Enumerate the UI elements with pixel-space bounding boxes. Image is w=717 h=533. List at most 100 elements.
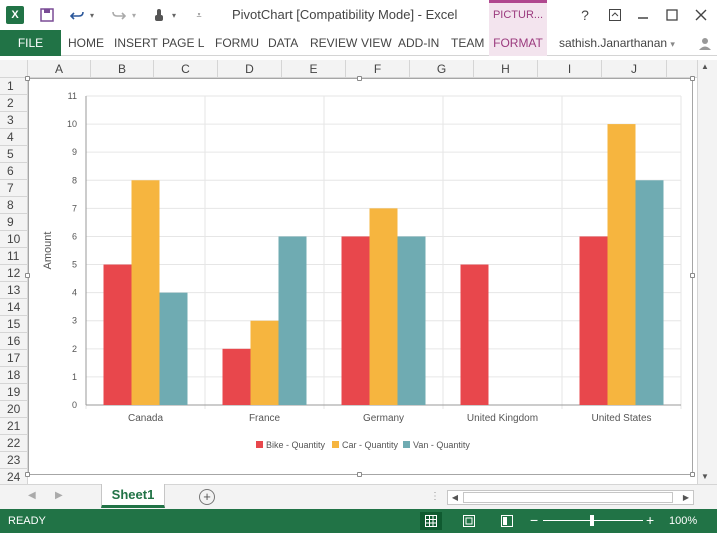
tab-page-layout[interactable]: PAGE L <box>162 36 205 50</box>
y-tick-label: 5 <box>72 260 77 270</box>
maximize-icon[interactable] <box>657 0 687 30</box>
splitter-handle-icon[interactable]: ⋮ <box>430 491 440 502</box>
prev-sheet-icon[interactable]: ◀ <box>28 490 36 501</box>
tab-home[interactable]: HOME <box>68 36 104 50</box>
undo-icon[interactable] <box>66 4 88 26</box>
zoom-in-icon[interactable]: + <box>646 512 655 528</box>
bar-van-canada <box>159 292 188 405</box>
row-header-11[interactable]: 11 <box>0 248 28 265</box>
tab-review[interactable]: REVIEW <box>310 36 358 50</box>
add-sheet-icon[interactable]: + <box>199 489 215 505</box>
resize-handle-right[interactable] <box>690 273 695 278</box>
row-header-5[interactable]: 5 <box>0 146 28 163</box>
sheet-tab-sheet1[interactable]: Sheet1 <box>101 484 165 508</box>
redo-dropdown-icon[interactable]: ▾ <box>131 10 136 20</box>
resize-handle-bottom[interactable] <box>357 472 362 477</box>
column-header-h[interactable]: H <box>474 60 538 78</box>
resize-handle-bottom-left[interactable] <box>25 472 30 477</box>
row-header-3[interactable]: 3 <box>0 112 28 129</box>
column-header-f[interactable]: F <box>346 60 410 78</box>
y-tick-label: 10 <box>67 119 77 129</box>
row-header-23[interactable]: 23 <box>0 452 28 469</box>
help-icon[interactable]: ? <box>581 7 589 23</box>
y-tick-label: 0 <box>72 400 77 410</box>
scroll-up-icon[interactable]: ▲ <box>701 62 709 71</box>
horizontal-scrollbar[interactable]: ◀ ▶ <box>447 490 694 505</box>
tab-team[interactable]: TEAM <box>451 36 485 50</box>
scroll-down-icon[interactable]: ▼ <box>701 472 709 481</box>
excel-app-icon[interactable]: X <box>6 6 24 24</box>
zoom-slider[interactable] <box>543 515 643 526</box>
tab-add-ins[interactable]: ADD-IN <box>398 36 440 50</box>
page-layout-view-icon[interactable] <box>458 512 480 530</box>
row-header-13[interactable]: 13 <box>0 282 28 299</box>
bar-bike-united-states <box>579 236 608 405</box>
row-header-7[interactable]: 7 <box>0 180 28 197</box>
bar-car-france <box>250 320 279 405</box>
select-all-corner[interactable] <box>0 60 28 78</box>
legend-label: Van - Quantity <box>413 440 470 450</box>
user-avatar[interactable] <box>698 36 712 50</box>
row-header-4[interactable]: 4 <box>0 129 28 146</box>
resize-handle-top-left[interactable] <box>25 76 30 81</box>
chart-svg: 0 1 2 3 4 5 6 7 8 9 10 11 Canada France Germany United … <box>42 91 682 450</box>
ribbon-display-options-icon[interactable] <box>600 0 630 30</box>
scroll-left-icon[interactable]: ◀ <box>451 493 459 502</box>
column-header-c[interactable]: C <box>154 60 218 78</box>
normal-view-icon[interactable] <box>420 512 442 530</box>
tab-data[interactable]: DATA <box>268 36 299 50</box>
row-header-2[interactable]: 2 <box>0 95 28 112</box>
row-header-10[interactable]: 10 <box>0 231 28 248</box>
tab-view[interactable]: VIEW <box>361 36 392 50</box>
column-header-j[interactable]: J <box>602 60 667 78</box>
scroll-right-icon[interactable]: ▶ <box>682 493 690 502</box>
touch-dropdown-icon[interactable]: ▾ <box>171 10 176 20</box>
tab-format[interactable]: FORMAT <box>489 30 547 56</box>
column-header-e[interactable]: E <box>282 60 346 78</box>
row-header-20[interactable]: 20 <box>0 401 28 418</box>
scroll-thumb[interactable] <box>463 492 673 503</box>
resize-handle-left[interactable] <box>25 273 30 278</box>
row-header-22[interactable]: 22 <box>0 435 28 452</box>
user-dropdown-icon[interactable]: ▾ <box>670 39 675 49</box>
row-header-12[interactable]: 12 <box>0 265 28 282</box>
tab-insert[interactable]: INSERT <box>114 36 158 50</box>
next-sheet-icon[interactable]: ▶ <box>55 490 63 501</box>
column-header-b[interactable]: B <box>91 60 154 78</box>
zoom-out-icon[interactable]: − <box>530 512 539 528</box>
column-header-i[interactable]: I <box>538 60 602 78</box>
row-header-19[interactable]: 19 <box>0 384 28 401</box>
zoom-slider-thumb[interactable] <box>590 515 594 526</box>
undo-dropdown-icon[interactable]: ▾ <box>89 10 94 20</box>
user-account[interactable]: sathish.Janarthanan ▾ <box>559 36 675 50</box>
resize-handle-top-right[interactable] <box>690 76 695 81</box>
column-header-g[interactable]: G <box>410 60 474 78</box>
touch-mode-icon[interactable] <box>148 4 170 26</box>
redo-icon[interactable] <box>108 4 130 26</box>
column-header-a[interactable]: A <box>28 60 91 78</box>
row-header-14[interactable]: 14 <box>0 299 28 316</box>
row-header-15[interactable]: 15 <box>0 316 28 333</box>
row-header-8[interactable]: 8 <box>0 197 28 214</box>
window-title: PivotChart [Compatibility Mode] - Excel <box>232 7 458 22</box>
tab-formulas[interactable]: FORMU <box>215 36 259 50</box>
resize-handle-top[interactable] <box>357 76 362 81</box>
row-header-21[interactable]: 21 <box>0 418 28 435</box>
pivot-chart[interactable]: 0 1 2 3 4 5 6 7 8 9 10 11 Canada France Germany United … <box>28 78 693 475</box>
row-header-1[interactable]: 1 <box>0 78 28 95</box>
close-icon[interactable] <box>686 0 716 30</box>
customize-qat-icon[interactable]: ⩡ <box>196 9 202 20</box>
row-header-9[interactable]: 9 <box>0 214 28 231</box>
row-header-6[interactable]: 6 <box>0 163 28 180</box>
resize-handle-bottom-right[interactable] <box>690 472 695 477</box>
vertical-scrollbar[interactable]: ▲ ▼ <box>697 60 717 484</box>
tab-file[interactable]: FILE <box>0 30 61 56</box>
column-header-d[interactable]: D <box>218 60 282 78</box>
page-break-preview-icon[interactable] <box>496 512 518 530</box>
zoom-level[interactable]: 100% <box>669 515 698 527</box>
row-header-17[interactable]: 17 <box>0 350 28 367</box>
save-icon[interactable] <box>36 4 58 26</box>
minimize-icon[interactable] <box>628 0 658 30</box>
row-header-18[interactable]: 18 <box>0 367 28 384</box>
row-header-16[interactable]: 16 <box>0 333 28 350</box>
